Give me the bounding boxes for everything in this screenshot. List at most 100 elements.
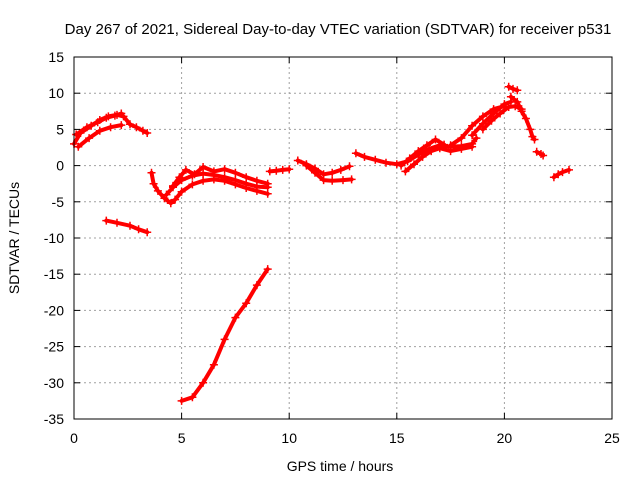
- x-tick-label: 10: [281, 430, 297, 446]
- series-track-t: [532, 147, 548, 160]
- data-point: [410, 160, 418, 169]
- data-point: [468, 142, 477, 151]
- data-point: [231, 313, 240, 322]
- data-point: [153, 186, 162, 195]
- data-point: [132, 123, 141, 132]
- y-tick-label: -15: [44, 266, 64, 282]
- x-axis-label: GPS time / hours: [287, 458, 394, 474]
- series-track-h: [177, 265, 272, 405]
- data-point: [504, 82, 513, 91]
- data-point: [472, 134, 481, 143]
- y-tick-label: -35: [44, 411, 64, 427]
- data-point: [418, 152, 427, 161]
- data-point: [220, 173, 229, 182]
- data-point: [199, 163, 208, 171]
- data-point: [336, 165, 345, 174]
- data-point: [360, 152, 369, 161]
- data-point: [509, 84, 517, 93]
- y-tick-label: -10: [44, 230, 64, 246]
- data-point: [517, 107, 526, 116]
- data-point: [93, 118, 102, 127]
- data-point: [188, 393, 197, 402]
- series-group: [70, 82, 573, 405]
- data-point: [162, 190, 171, 199]
- data-point: [126, 221, 134, 230]
- data-point: [138, 126, 147, 135]
- data-point: [252, 281, 261, 290]
- data-point: [199, 176, 208, 185]
- data-point: [110, 111, 119, 120]
- data-point: [102, 216, 111, 225]
- y-tick-label: 0: [56, 158, 64, 174]
- series-line: [551, 167, 571, 180]
- data-point: [530, 135, 539, 144]
- data-point: [293, 156, 302, 165]
- data-point: [457, 144, 466, 153]
- data-point: [506, 92, 515, 101]
- x-tick-label: 15: [389, 430, 405, 446]
- data-point: [175, 173, 184, 182]
- x-tick-label: 25: [604, 430, 620, 446]
- data-point: [345, 162, 354, 171]
- data-point: [220, 165, 229, 174]
- series-line: [179, 267, 270, 403]
- data-point: [521, 114, 530, 123]
- data-point: [126, 120, 134, 129]
- data-point: [82, 123, 91, 132]
- series-track-u: [549, 165, 573, 182]
- data-point: [188, 180, 197, 189]
- data-point: [209, 360, 218, 369]
- data-point: [319, 176, 328, 185]
- data-point: [526, 125, 535, 134]
- data-point: [565, 165, 573, 174]
- data-point: [558, 168, 567, 177]
- data-point: [231, 168, 240, 177]
- data-point: [371, 155, 380, 164]
- data-point: [405, 154, 414, 163]
- data-point: [231, 176, 240, 185]
- series-track-q: [478, 102, 526, 134]
- data-point: [513, 86, 522, 95]
- data-point: [468, 131, 477, 140]
- data-point: [513, 97, 522, 106]
- data-point: [446, 141, 455, 150]
- y-tick-label: 5: [56, 121, 64, 137]
- data-point: [549, 173, 558, 182]
- data-point: [532, 147, 541, 156]
- data-point: [199, 378, 208, 387]
- data-point: [117, 109, 126, 118]
- data-point: [166, 199, 175, 208]
- series-track-c: [74, 121, 126, 151]
- data-point: [401, 167, 410, 176]
- data-point: [496, 109, 505, 118]
- data-point: [134, 225, 143, 234]
- series-track-n: [401, 142, 477, 176]
- series-track-i: [265, 165, 294, 176]
- series-track-k: [302, 161, 356, 185]
- data-point: [74, 142, 83, 151]
- series-track-m: [397, 135, 449, 170]
- data-point: [209, 167, 218, 176]
- series-track-r: [504, 82, 522, 95]
- data-point: [263, 265, 272, 274]
- series-track-d: [102, 216, 152, 237]
- data-point: [347, 175, 356, 184]
- series-line: [399, 137, 447, 168]
- series-track-b: [72, 109, 126, 139]
- data-point: [435, 144, 444, 153]
- data-point: [177, 396, 186, 405]
- data-point: [285, 165, 294, 174]
- data-point: [468, 121, 477, 130]
- series-track-j: [293, 156, 354, 179]
- y-tick-label: -30: [44, 375, 64, 391]
- data-point: [147, 168, 156, 177]
- data-point: [106, 123, 115, 132]
- data-point: [339, 176, 347, 185]
- y-tick-labels: 15 10 5 0 -5 -10 -15 -20 -25 -30 -35: [44, 49, 64, 427]
- data-point: [311, 168, 319, 177]
- data-point: [169, 181, 177, 190]
- data-point: [478, 125, 487, 134]
- data-point: [102, 113, 111, 122]
- data-point: [143, 129, 152, 137]
